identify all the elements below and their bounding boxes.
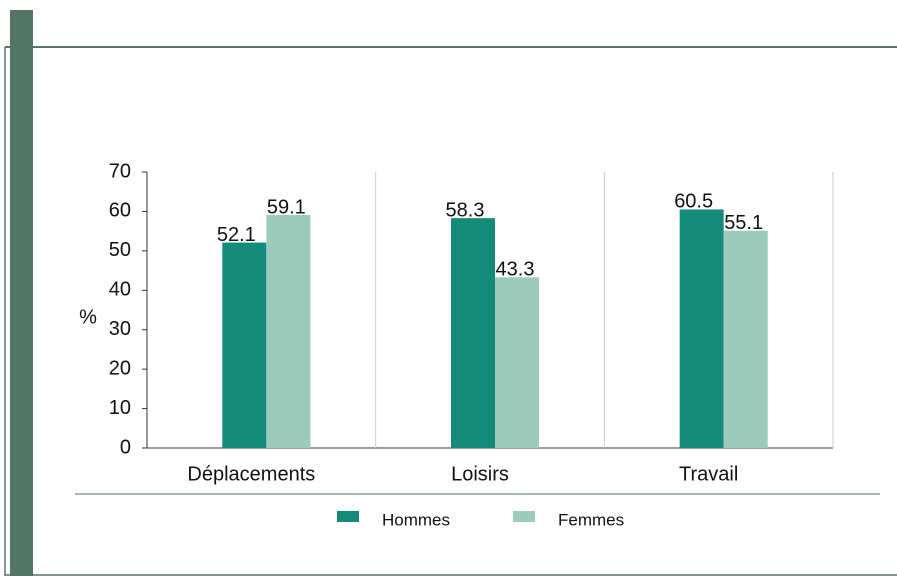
- x-tick-label: Déplacements: [187, 463, 315, 485]
- legend-label: Hommes: [382, 510, 450, 529]
- side-bar: [10, 10, 33, 576]
- y-tick-label: 60: [109, 200, 131, 222]
- y-tick-label: 10: [109, 397, 131, 419]
- data-label: 52.1: [217, 224, 256, 246]
- x-tick-label: Loisirs: [451, 463, 509, 485]
- bar: [723, 230, 768, 448]
- legend-swatch: [513, 511, 535, 522]
- y-tick-label: 30: [109, 318, 131, 340]
- bar: [222, 242, 267, 448]
- y-tick-label: 70: [109, 160, 131, 182]
- bar: [451, 218, 495, 448]
- data-label: 59.1: [267, 196, 306, 218]
- y-tick-label: 20: [109, 357, 131, 379]
- y-tick-label: 50: [109, 239, 131, 261]
- bar: [495, 277, 539, 448]
- y-axis-label: %: [79, 306, 97, 328]
- data-label: 58.3: [446, 199, 485, 221]
- y-tick-label: 0: [120, 436, 131, 458]
- data-label: 43.3: [496, 259, 535, 281]
- y-tick-label: 40: [109, 279, 131, 301]
- data-label: 60.5: [674, 191, 713, 213]
- legend-label: Femmes: [558, 510, 624, 529]
- legend-swatch: [337, 511, 359, 522]
- x-tick-label: Travail: [679, 463, 738, 485]
- bar: [266, 214, 311, 448]
- bar: [679, 209, 724, 448]
- data-label: 55.1: [724, 212, 763, 234]
